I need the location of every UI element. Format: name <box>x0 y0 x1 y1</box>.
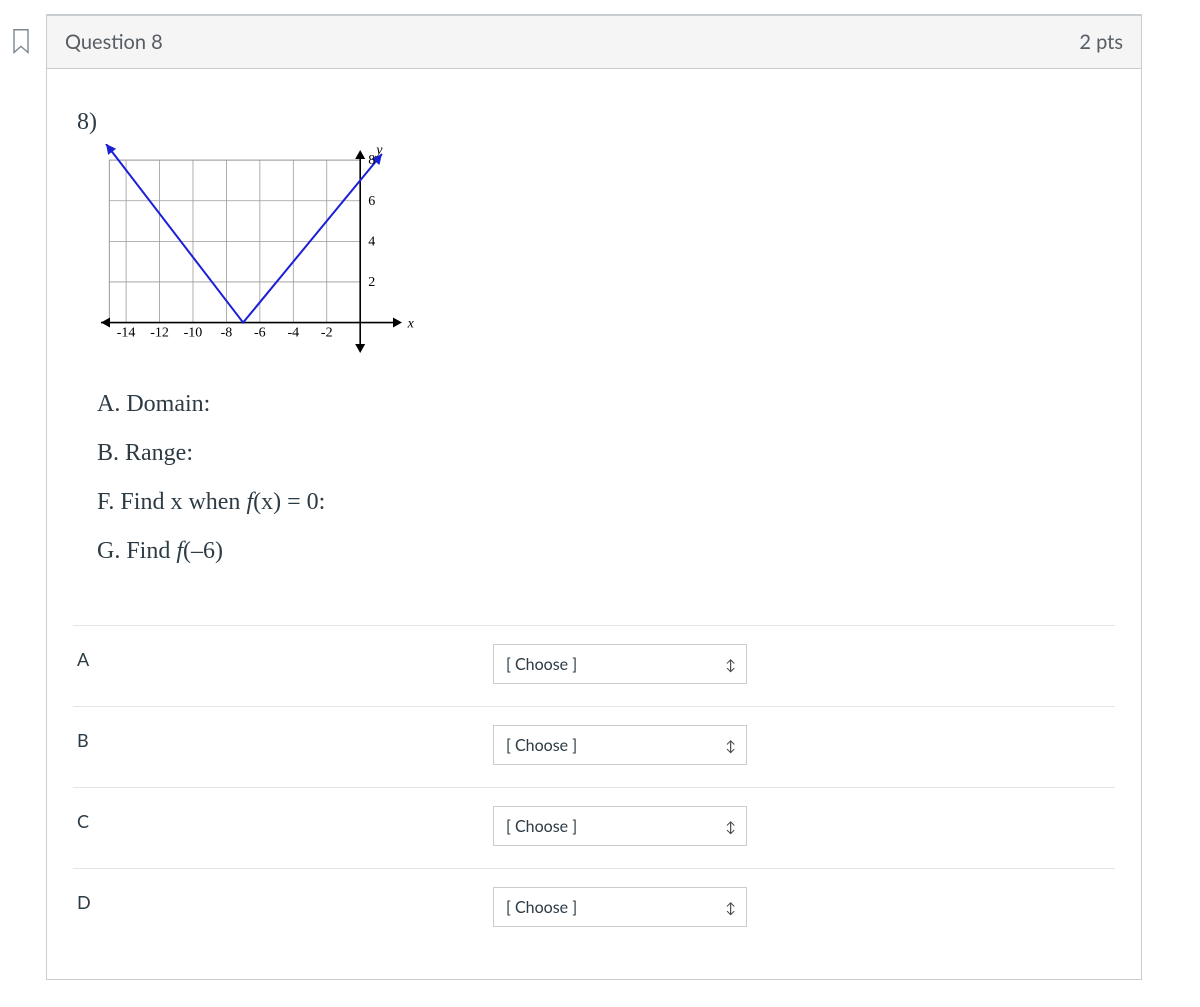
svg-text:-12: -12 <box>150 326 169 341</box>
prompt-a: A. Domain: <box>97 391 1115 418</box>
match-select[interactable]: [ Choose ] ↕ <box>493 806 747 846</box>
question-body: 8) -14 -12 -10 -8 -6 -4 -2 2 4 6 8y x A. Domain: B.… <box>47 69 1141 979</box>
prompt-f: F. Find x when f(x) = 0: <box>97 489 1115 516</box>
prompt-f-paren: (x) = 0: <box>253 489 325 515</box>
svg-text:y: y <box>374 144 383 158</box>
bookmark-flag-icon <box>4 28 38 56</box>
prompt-g-paren: (–6) <box>183 538 223 564</box>
updown-caret-icon: ↕ <box>726 899 737 916</box>
svg-text:-2: -2 <box>321 326 333 341</box>
match-row: C [ Choose ] ↕ <box>73 788 1115 869</box>
function-graph: -14 -12 -10 -8 -6 -4 -2 2 4 6 8y x <box>97 144 432 369</box>
updown-caret-icon: ↕ <box>726 656 737 673</box>
prompt-b: B. Range: <box>97 440 1115 467</box>
problem-number: 8) <box>73 79 1115 144</box>
svg-text:-14: -14 <box>117 326 136 341</box>
match-select[interactable]: [ Choose ] ↕ <box>493 644 747 684</box>
question-title: Question 8 <box>65 30 163 54</box>
flag-question[interactable] <box>4 28 38 56</box>
match-label: C <box>73 806 493 832</box>
match-select[interactable]: [ Choose ] ↕ <box>493 725 747 765</box>
match-select[interactable]: [ Choose ] ↕ <box>493 887 747 927</box>
graph-container: -14 -12 -10 -8 -6 -4 -2 2 4 6 8y x <box>73 144 1115 369</box>
match-row: D [ Choose ] ↕ <box>73 869 1115 949</box>
svg-text:-4: -4 <box>287 326 299 341</box>
svg-text:6: 6 <box>368 194 375 209</box>
svg-text:-6: -6 <box>254 326 266 341</box>
match-select-placeholder: [ Choose ] <box>506 817 577 836</box>
prompt-f-prefix: F. Find x when <box>97 489 246 515</box>
question-points: 2 pts <box>1079 30 1123 54</box>
question-header: Question 8 2 pts <box>47 16 1141 69</box>
svg-text:4: 4 <box>368 234 375 249</box>
match-row: B [ Choose ] ↕ <box>73 707 1115 788</box>
match-select-placeholder: [ Choose ] <box>506 736 577 755</box>
matching-rows: A[ Choose ]↕B[ Choose ]↕C[ Choose ]↕D[ C… <box>73 625 1115 949</box>
match-select-placeholder: [ Choose ] <box>506 898 577 917</box>
svg-text:2: 2 <box>368 275 375 290</box>
question-card: Question 8 2 pts 8) -14 -12 -10 -8 -6 -4 -2 2 4 6… <box>46 14 1142 980</box>
svg-text:-10: -10 <box>184 326 203 341</box>
match-select-placeholder: [ Choose ] <box>506 655 577 674</box>
svg-text:8: 8 <box>368 153 375 168</box>
prompt-g: G. Find f(–6) <box>97 538 1115 565</box>
updown-caret-icon: ↕ <box>726 818 737 835</box>
match-row: A [ Choose ] ↕ <box>73 626 1115 707</box>
svg-text:-8: -8 <box>221 326 233 341</box>
match-label: D <box>73 887 493 913</box>
updown-caret-icon: ↕ <box>726 737 737 754</box>
match-label: A <box>73 644 493 670</box>
svg-text:x: x <box>407 317 415 332</box>
match-label: B <box>73 725 493 751</box>
prompt-list: A. Domain: B. Range: F. Find x when f(x)… <box>73 391 1115 565</box>
prompt-g-prefix: G. Find <box>97 538 176 564</box>
